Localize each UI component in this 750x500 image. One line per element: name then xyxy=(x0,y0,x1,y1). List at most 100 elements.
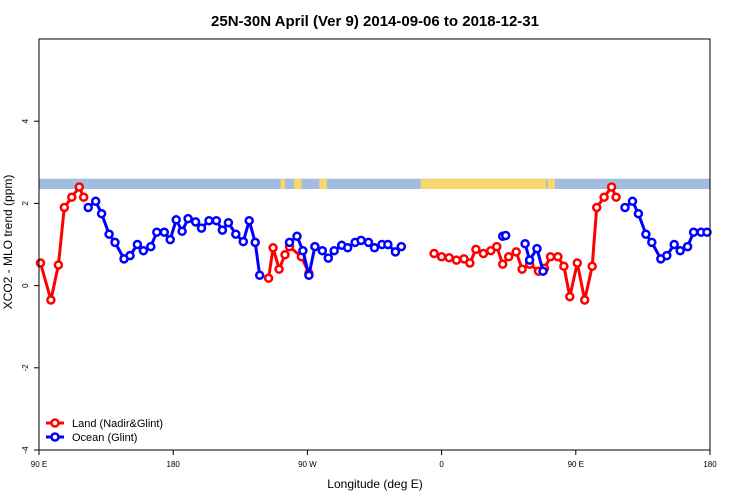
data-point xyxy=(196,223,207,233)
data-point xyxy=(702,227,712,237)
y-tick-label: 4 xyxy=(21,118,30,123)
data-point xyxy=(633,208,644,219)
data-point xyxy=(383,239,393,250)
data-point xyxy=(620,202,630,213)
y-tick-label: 0 xyxy=(21,283,30,288)
land-band-segment xyxy=(547,178,555,190)
legend-land-label: Land (Nadir&Glint) xyxy=(72,418,163,430)
data-point xyxy=(53,260,64,270)
data-point xyxy=(90,196,101,207)
plot-area xyxy=(35,178,712,305)
data-point xyxy=(565,291,575,302)
x-axis-label: Longitude (deg E) xyxy=(327,477,422,491)
plot-frame xyxy=(38,38,711,451)
data-point xyxy=(517,264,527,274)
data-point xyxy=(67,192,77,202)
data-point xyxy=(587,261,597,272)
x-tick-label: 180 xyxy=(167,460,181,469)
data-point xyxy=(675,245,685,256)
y-tick-label: 2 xyxy=(21,201,30,206)
land-band-segment xyxy=(319,178,327,190)
land-band-segment xyxy=(420,178,430,190)
land-band-segment xyxy=(520,178,526,190)
data-point xyxy=(647,237,657,248)
data-point xyxy=(688,227,699,237)
data-point xyxy=(304,270,314,281)
legend: Land (Nadir&Glint) Ocean (Glint) xyxy=(46,418,163,444)
series-ocean xyxy=(83,196,712,281)
data-point xyxy=(59,202,70,213)
land-band-segment xyxy=(468,178,476,190)
data-point xyxy=(641,229,651,239)
data-point xyxy=(591,202,602,213)
data-point xyxy=(310,241,320,252)
data-point xyxy=(254,270,265,281)
data-point xyxy=(606,182,617,192)
data-point xyxy=(104,229,114,239)
data-point xyxy=(268,243,278,253)
data-point xyxy=(152,227,162,237)
data-point xyxy=(369,243,380,253)
data-point xyxy=(524,255,535,265)
data-point xyxy=(46,295,56,305)
data-point xyxy=(217,225,228,235)
data-point xyxy=(342,243,353,253)
data-point xyxy=(183,213,193,224)
chart-title: 25N-30N April (Ver 9) 2014-09-06 to 2018… xyxy=(211,13,539,30)
data-point xyxy=(390,247,401,257)
data-point xyxy=(274,264,284,274)
series-line xyxy=(523,243,545,272)
x-tick-label: 90 W xyxy=(298,460,317,469)
data-point xyxy=(559,261,569,272)
data-point xyxy=(520,238,530,249)
data-point xyxy=(492,241,502,252)
data-point xyxy=(444,252,454,263)
x-tick-label: 180 xyxy=(703,460,717,469)
data-point xyxy=(83,202,93,213)
data-point xyxy=(190,217,201,227)
data-point xyxy=(204,215,214,226)
data-point xyxy=(177,226,187,237)
y-tick-label: -4 xyxy=(21,446,30,454)
data-point xyxy=(486,245,496,256)
x-tick-label: 0 xyxy=(439,460,444,469)
data-point xyxy=(132,239,143,250)
legend-ocean-marker xyxy=(50,432,60,442)
data-point xyxy=(627,196,638,207)
data-point xyxy=(284,237,295,248)
data-point xyxy=(78,192,89,202)
data-point xyxy=(471,244,481,255)
data-point xyxy=(579,295,590,305)
data-point xyxy=(532,243,542,254)
data-point xyxy=(211,215,222,226)
data-point xyxy=(396,241,407,252)
data-point xyxy=(159,227,170,237)
data-point xyxy=(511,247,521,257)
data-point xyxy=(429,248,439,259)
x-tick-label: 90 E xyxy=(31,460,47,469)
data-point xyxy=(250,237,260,248)
land-band-segment xyxy=(293,178,302,190)
data-point xyxy=(459,254,469,264)
data-point xyxy=(572,258,583,268)
data-point xyxy=(96,208,107,219)
data-point xyxy=(323,253,334,263)
ocean-band xyxy=(39,178,710,190)
data-point xyxy=(125,250,135,261)
data-point xyxy=(478,248,489,259)
data-point xyxy=(356,235,366,246)
y-axis-label: XCO2 - MLO trend (ppm) xyxy=(1,175,15,310)
data-point xyxy=(110,237,120,248)
data-point xyxy=(465,258,475,268)
data-point xyxy=(436,252,447,262)
data-point xyxy=(292,231,302,242)
y-tick-label: -2 xyxy=(21,364,30,372)
land-band-segment xyxy=(429,178,546,190)
data-point xyxy=(165,234,175,245)
data-point xyxy=(329,245,339,256)
data-point xyxy=(317,245,328,256)
data-point xyxy=(223,217,234,228)
data-point xyxy=(231,229,241,239)
data-point xyxy=(451,255,462,265)
